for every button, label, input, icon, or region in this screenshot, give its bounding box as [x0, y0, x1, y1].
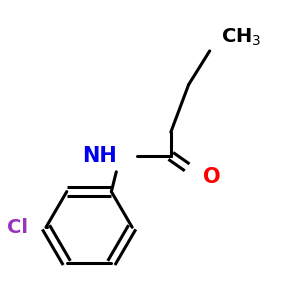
- Text: NH: NH: [82, 146, 117, 166]
- Text: CH$_3$: CH$_3$: [221, 26, 262, 48]
- Text: Cl: Cl: [7, 218, 28, 237]
- Text: O: O: [203, 167, 221, 187]
